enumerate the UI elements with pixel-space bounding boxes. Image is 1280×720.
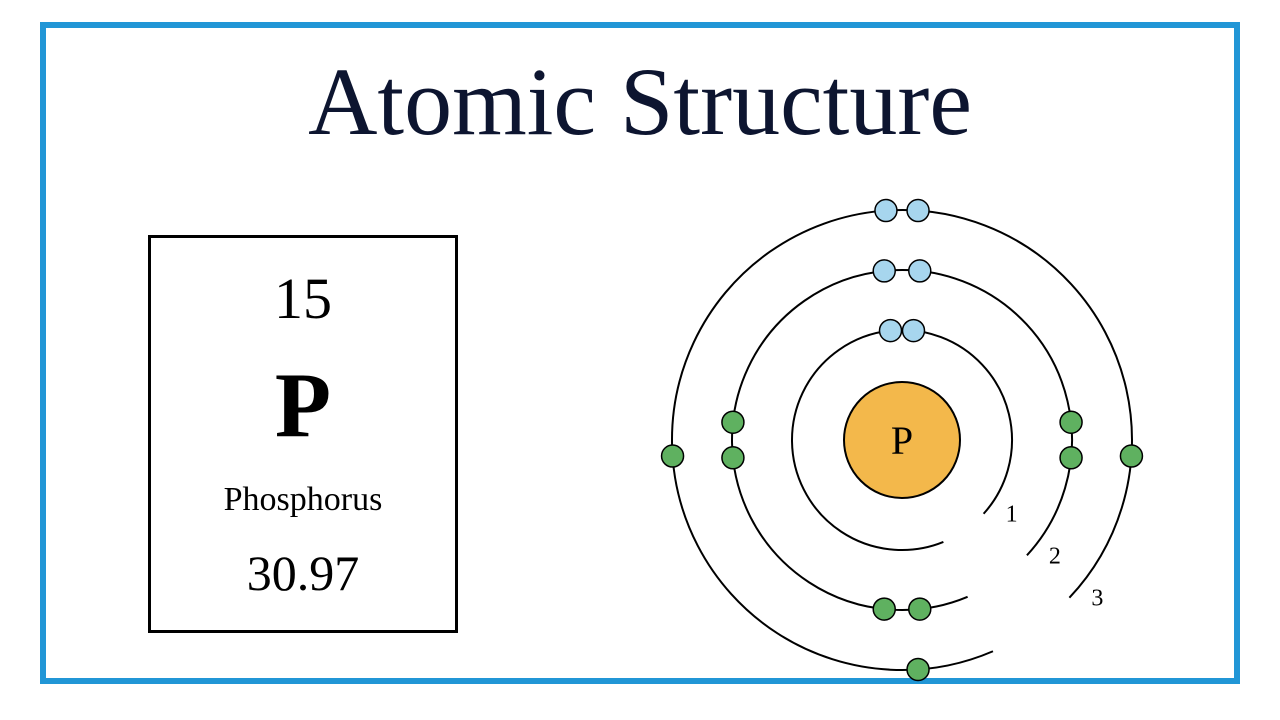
- shell-label: 1: [1006, 502, 1018, 528]
- atomic-mass: 30.97: [247, 548, 360, 598]
- page-title: Atomic Structure: [0, 46, 1280, 157]
- electron: [873, 260, 895, 282]
- electron: [907, 200, 929, 222]
- electron: [1060, 447, 1082, 469]
- shell-label: 2: [1049, 543, 1061, 569]
- electron: [722, 411, 744, 433]
- element-card: 15 P Phosphorus 30.97: [148, 235, 458, 633]
- electron: [902, 320, 924, 342]
- atomic-number: 15: [274, 270, 332, 328]
- bohr-diagram: 1 2 3 P: [632, 170, 1172, 710]
- electron: [909, 260, 931, 282]
- electron: [909, 598, 931, 620]
- electron: [1120, 445, 1142, 467]
- electron: [875, 200, 897, 222]
- electron: [722, 447, 744, 469]
- electron: [662, 445, 684, 467]
- electron: [907, 658, 929, 680]
- nucleus-label: P: [891, 418, 913, 463]
- shell-label: 3: [1091, 586, 1103, 612]
- element-name: Phosphorus: [224, 483, 383, 517]
- element-symbol: P: [275, 359, 331, 451]
- electron: [880, 320, 902, 342]
- electron: [1060, 411, 1082, 433]
- electron: [873, 598, 895, 620]
